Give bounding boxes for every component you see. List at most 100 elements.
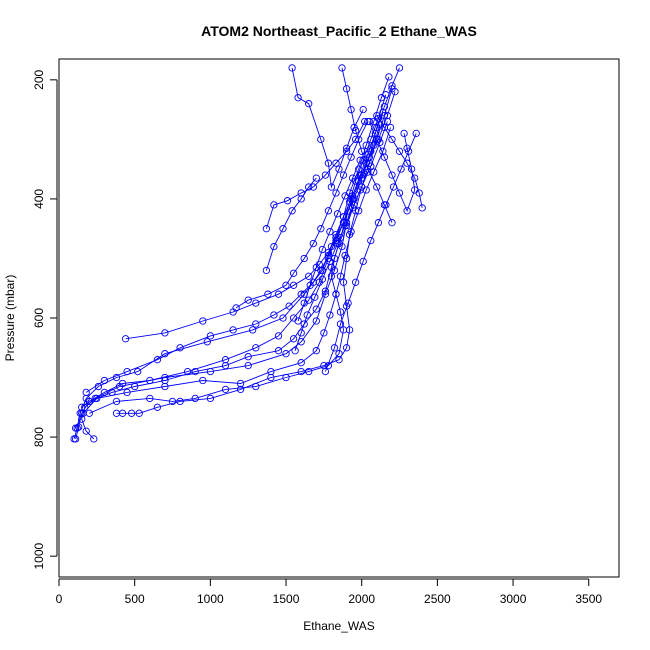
- data-point: [244, 353, 252, 361]
- data-point: [321, 171, 330, 179]
- data-point: [373, 135, 381, 144]
- data-point: [332, 189, 340, 197]
- data-point: [123, 367, 131, 376]
- data-point: [335, 165, 343, 173]
- data-point: [338, 64, 346, 72]
- data-point: [326, 257, 334, 266]
- series-line: [265, 121, 366, 229]
- y-tick-label: 800: [32, 427, 46, 447]
- data-point: [236, 379, 245, 388]
- data-point: [112, 373, 121, 382]
- data-point: [291, 347, 299, 355]
- data-point: [305, 100, 313, 108]
- data-point: [373, 111, 381, 120]
- data-point: [364, 165, 372, 173]
- data-point: [383, 117, 392, 126]
- data-point: [264, 290, 272, 298]
- data-point: [327, 272, 336, 280]
- data-point: [303, 311, 311, 319]
- data-point: [131, 382, 139, 391]
- data-point: [339, 213, 348, 221]
- data-point: [412, 129, 420, 138]
- x-tick-label: 2000: [348, 592, 375, 606]
- chart-title: ATOM2 Northeast_Pacific_2 Ethane_WAS: [201, 23, 477, 39]
- data-point: [327, 183, 336, 191]
- data-point: [288, 207, 296, 215]
- data-point: [351, 278, 360, 286]
- data-point: [305, 272, 313, 280]
- data-point: [359, 257, 367, 266]
- data-point: [121, 335, 130, 343]
- data-point: [395, 189, 404, 197]
- data-point: [341, 222, 349, 230]
- data-point: [221, 356, 230, 364]
- data-point: [312, 263, 320, 272]
- data-point: [206, 332, 215, 340]
- data-point: [373, 183, 381, 191]
- data-point: [359, 105, 367, 114]
- series-line: [376, 115, 423, 208]
- data-point: [336, 320, 345, 328]
- series-5: [78, 117, 392, 411]
- data-point: [274, 347, 283, 355]
- data-point: [335, 350, 343, 358]
- data-point: [411, 174, 419, 182]
- series-line: [89, 112, 384, 414]
- data-point: [112, 397, 121, 406]
- data-point: [71, 435, 80, 443]
- data-point: [388, 171, 396, 179]
- data-point: [332, 230, 340, 239]
- data-point: [118, 409, 127, 417]
- data-point: [339, 278, 348, 286]
- data-point: [358, 147, 366, 155]
- data-point: [252, 344, 260, 352]
- data-point: [388, 85, 396, 93]
- series-12: [288, 64, 367, 191]
- data-point: [326, 311, 334, 319]
- data-point: [229, 326, 237, 334]
- data-point: [135, 409, 143, 417]
- data-point: [348, 204, 357, 212]
- data-point: [344, 299, 352, 307]
- data-point: [355, 177, 363, 185]
- data-point: [267, 373, 275, 382]
- data-point: [244, 296, 252, 304]
- data-point: [288, 64, 296, 72]
- data-point: [389, 183, 398, 191]
- data-point: [191, 367, 199, 376]
- data-point: [318, 245, 327, 254]
- data-point: [206, 394, 215, 403]
- data-point: [270, 311, 278, 319]
- data-point: [330, 344, 339, 352]
- data-point: [199, 317, 207, 325]
- data-point: [93, 394, 101, 403]
- data-point: [274, 332, 283, 340]
- data-point: [347, 105, 355, 114]
- data-point: [283, 197, 292, 205]
- data-point: [153, 356, 162, 364]
- data-point: [161, 329, 169, 337]
- data-point: [333, 210, 342, 218]
- series-18: [321, 129, 420, 376]
- y-axis: 200 400 600 800 1000: [32, 70, 58, 570]
- data-point: [176, 344, 184, 352]
- data-point: [199, 376, 207, 385]
- data-point: [300, 254, 308, 263]
- y-tick-label: 600: [32, 308, 46, 328]
- data-point: [191, 394, 199, 403]
- data-point: [297, 290, 305, 298]
- data-point: [297, 359, 305, 367]
- data-point: [262, 266, 271, 275]
- x-axis: 0 500 1000 1500 2000 2500 3000 3500: [56, 578, 602, 606]
- data-point: [221, 361, 230, 370]
- series-9: [121, 120, 384, 343]
- data-point: [418, 204, 426, 212]
- data-point: [374, 219, 383, 227]
- data-point: [252, 320, 260, 328]
- series-line: [294, 171, 369, 351]
- data-point: [300, 299, 308, 307]
- data-point: [249, 326, 257, 334]
- data-point: [347, 153, 355, 161]
- data-point: [309, 239, 317, 248]
